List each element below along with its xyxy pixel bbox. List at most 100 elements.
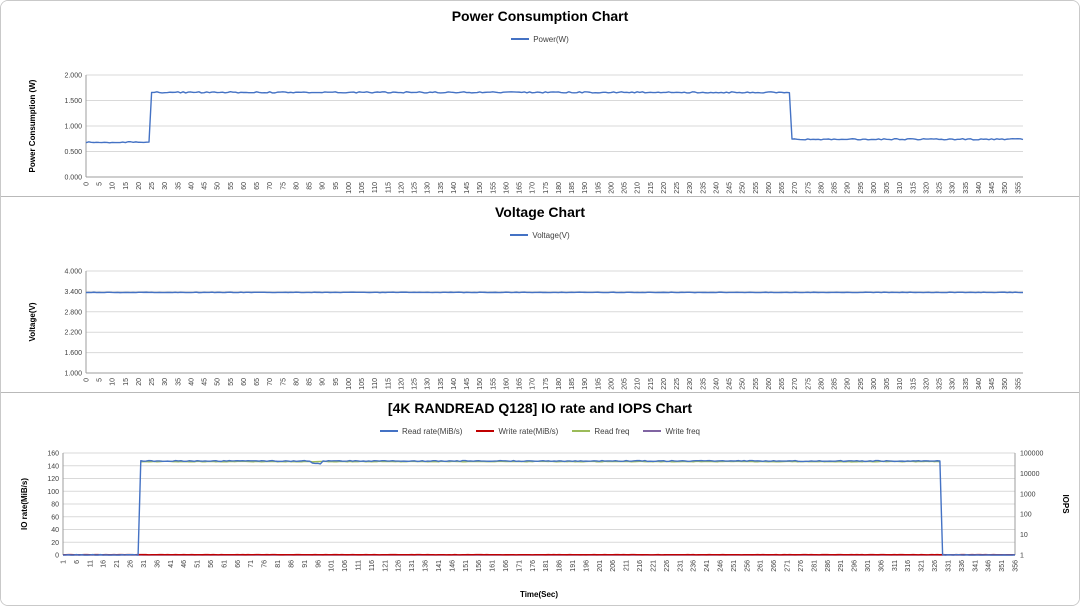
x-tick-label: 135 xyxy=(438,378,445,390)
x-tick-label: 180 xyxy=(556,182,563,194)
x-tick-label: 270 xyxy=(792,182,799,194)
legend-label: Read rate(MiB/s) xyxy=(402,426,463,436)
x-tick-label: 206 xyxy=(610,560,617,572)
y-tick-label: 1.500 xyxy=(64,98,82,105)
x-tick-label: 275 xyxy=(805,378,812,390)
x-tick-label: 215 xyxy=(648,378,655,390)
y-axis-title: Voltage(V) xyxy=(28,302,37,341)
y-tick-label: 100 xyxy=(47,489,59,496)
y-tick-label: 20 xyxy=(51,540,59,547)
x-tick-label: 320 xyxy=(923,182,930,194)
x-tick-label: 191 xyxy=(570,560,577,572)
x-tick-label: 50 xyxy=(215,182,222,190)
x-tick-label: 186 xyxy=(557,560,564,572)
x-tick-label: 50 xyxy=(215,378,222,386)
y-tick-label: 160 xyxy=(47,451,59,458)
x-tick-label: 320 xyxy=(923,378,930,390)
x-tick-label: 140 xyxy=(451,182,458,194)
x-tick-label: 300 xyxy=(871,378,878,390)
x-tick-label: 240 xyxy=(713,378,720,390)
x-tick-label: 190 xyxy=(582,378,589,390)
x-tick-label: 340 xyxy=(976,378,983,390)
x-tick-label: 256 xyxy=(744,560,751,572)
io-chart-plot: 0 20 40 60 80 100 120 140 160 1 10 100 1000 10000 1000… xyxy=(20,451,1070,600)
x-tick-label: 10 xyxy=(110,378,117,386)
x-tick-label: 121 xyxy=(382,560,389,572)
x-tick-label: 75 xyxy=(280,378,287,386)
x-tick-label: 340 xyxy=(976,182,983,194)
x-tick-label: 220 xyxy=(661,182,668,194)
x-tick-label: 141 xyxy=(436,560,443,572)
y-tick-label: 3.400 xyxy=(64,289,82,296)
voltage-chart-title: Voltage Chart xyxy=(495,204,585,220)
x-tick-label: 305 xyxy=(884,182,891,194)
x-tick-label: 240 xyxy=(713,182,720,194)
x-tick-label: 336 xyxy=(959,560,966,572)
x-tick-label: 20 xyxy=(136,378,143,386)
right-y-tick-label: 10 xyxy=(1020,532,1028,539)
x-tick-label: 331 xyxy=(945,560,952,572)
x-tick-label: 85 xyxy=(307,182,314,190)
x-tick-label: 210 xyxy=(635,182,642,194)
x-tick-label: 95 xyxy=(333,378,340,386)
x-tick-label: 310 xyxy=(897,182,904,194)
legend-item-write-freq: Write freq xyxy=(643,427,700,436)
x-tick-label: 71 xyxy=(248,560,255,568)
x-tick-label: 46 xyxy=(181,560,188,568)
x-tick-label: 15 xyxy=(123,182,130,190)
x-tick-label: 156 xyxy=(476,560,483,572)
x-tick-label: 285 xyxy=(832,378,839,390)
x-tick-label: 321 xyxy=(919,560,926,572)
x-tick-label: 145 xyxy=(464,182,471,194)
right-y-tick-label: 100000 xyxy=(1020,451,1043,458)
x-tick-label: 325 xyxy=(937,378,944,390)
series-line-power-w xyxy=(85,91,1024,144)
x-tick-label: 171 xyxy=(516,560,523,572)
legend-line-swatch xyxy=(510,234,529,236)
x-tick-label: 166 xyxy=(503,560,510,572)
x-tick-label: 316 xyxy=(905,560,912,572)
x-tick-label: 91 xyxy=(302,560,309,568)
legend-item-write-rate-mib-s: Write rate(MiB/s) xyxy=(476,427,558,436)
x-tick-label: 226 xyxy=(664,560,671,572)
x-tick-label: 170 xyxy=(530,378,537,390)
x-tick-label: 235 xyxy=(700,182,707,194)
x-tick-label: 345 xyxy=(989,378,996,390)
x-tick-label: 100 xyxy=(346,182,353,194)
x-tick-label: 175 xyxy=(543,182,550,194)
x-tick-label: 300 xyxy=(871,182,878,194)
power-chart-plot: 0.000 0.500 1.000 1.500 2.000 0 5 10 15 20 25 30 35 4… xyxy=(28,73,1024,194)
x-tick-label: 170 xyxy=(530,182,537,194)
x-tick-label: 105 xyxy=(359,378,366,390)
x-tick-label: 155 xyxy=(490,378,497,390)
legend-line-swatch xyxy=(476,430,495,432)
y-axis-title: Power Consumption (W) xyxy=(28,79,37,172)
x-tick-label: 76 xyxy=(262,560,269,568)
x-tick-label: 55 xyxy=(228,378,235,386)
x-tick-label: 235 xyxy=(700,378,707,390)
io-chart-title: [4K RANDREAD Q128] IO rate and IOPS Char… xyxy=(387,400,693,416)
x-tick-label: 341 xyxy=(972,560,979,572)
x-tick-label: 281 xyxy=(811,560,818,572)
x-tick-label: 335 xyxy=(963,378,970,390)
x-tick-label: 231 xyxy=(677,560,684,572)
y-tick-label: 1.600 xyxy=(64,350,82,357)
legend-label: Write rate(MiB/s) xyxy=(498,426,559,436)
x-tick-label: 220 xyxy=(661,378,668,390)
y-axis-title: IO rate(MiB/s) xyxy=(20,478,29,530)
power-chart-legend: Power(W) xyxy=(1,31,1079,47)
x-tick-label: 165 xyxy=(517,182,524,194)
x-tick-label: 271 xyxy=(785,560,792,572)
x-tick-label: 330 xyxy=(950,378,957,390)
x-tick-label: 100 xyxy=(346,378,353,390)
x-tick-label: 346 xyxy=(986,560,993,572)
x-tick-label: 66 xyxy=(235,560,242,568)
y-tick-label: 40 xyxy=(51,527,59,534)
x-tick-label: 0 xyxy=(84,378,91,382)
x-tick-label: 115 xyxy=(385,378,392,389)
x-tick-label: 255 xyxy=(753,378,760,390)
x-tick-label: 230 xyxy=(687,182,694,194)
x-tick-label: 131 xyxy=(409,560,416,572)
x-tick-label: 241 xyxy=(704,560,711,572)
x-tick-label: 185 xyxy=(569,378,576,390)
